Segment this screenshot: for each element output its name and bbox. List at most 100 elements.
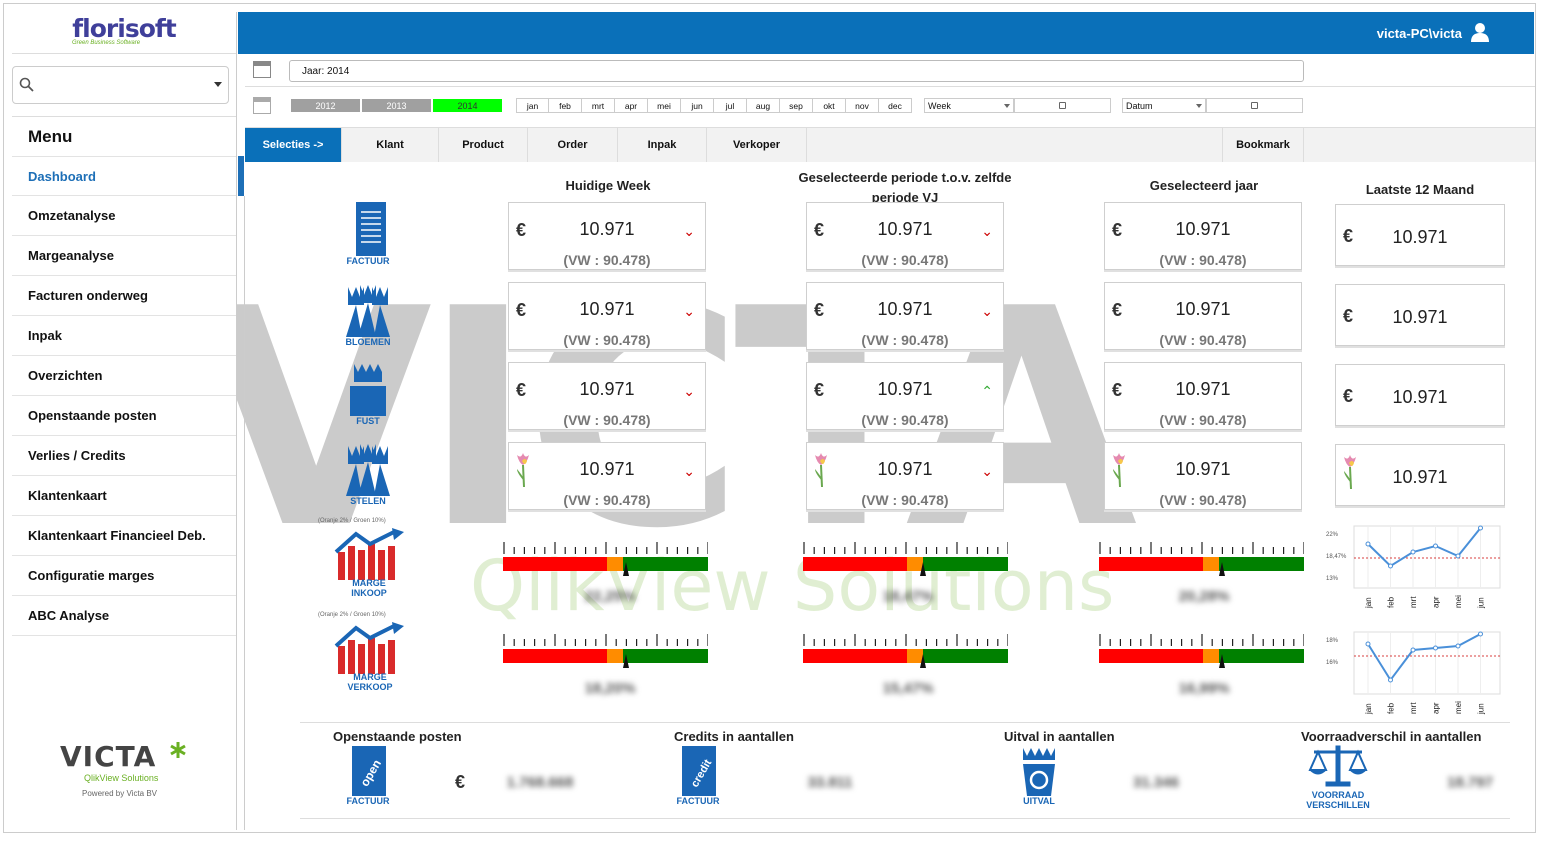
margin-inkoop-periode: 18,47% [882,588,934,605]
sidebar-item-omzetanalyse[interactable]: Omzetanalyse [12,196,237,236]
spark-point [1433,543,1438,549]
voorraad-value: 18.797 [1447,774,1493,791]
month-button-apr[interactable]: apr [615,98,648,113]
currency-symbol: € [1343,226,1354,246]
uitval-tile[interactable]: UITVAL [1008,744,1070,806]
kpi-card[interactable]: €10.971 (VW : 90.478) ⌄ [806,202,1004,270]
open-invoice-tile[interactable]: open FACTUUR [340,744,396,806]
kpi-card[interactable]: 10.971 (VW : 90.478) [1104,442,1302,510]
sidebar-border [236,12,237,830]
divider [300,818,1510,819]
kpi-card-12m[interactable]: €10.971 [1335,204,1505,266]
bloemen-label: BLOEMEN [345,337,391,347]
month-button-sep[interactable]: sep [780,98,813,113]
tab-selecties[interactable]: Selecties -> [245,128,342,162]
sidebar-item-klantenkaart[interactable]: Klantenkaart [12,476,237,516]
kpi-value: 10.971 [579,299,635,319]
kpi-card[interactable]: €10.971 (VW : 90.478) ⌄ [806,282,1004,350]
column-header-12-maand: Laatste 12 Maand [1365,182,1475,197]
datum-dropdown[interactable]: Datum [1122,98,1206,113]
tab-klant[interactable]: Klant [342,128,439,162]
calendar-icon[interactable] [253,61,271,78]
uitval-label: UITVAL [1023,796,1055,806]
tab-product[interactable]: Product [439,128,528,162]
sidebar-item-verlies-credits[interactable]: Verlies / Credits [12,436,237,476]
tab-inpak[interactable]: Inpak [618,128,707,162]
year-button-2013[interactable]: 2013 [361,98,432,113]
margin-verkoop-jaar: 16,99% [1178,680,1230,697]
chart-up-icon [334,528,404,580]
stelen-label: STELEN [350,496,386,506]
kpi-card[interactable]: €10.971 (VW : 90.478) [1104,202,1302,270]
margin-verkoop-periode: 15,47% [882,680,934,697]
active-indicator [238,156,244,196]
user-label[interactable]: victa-PC\victa [1376,26,1462,41]
month-button-nov[interactable]: nov [846,98,879,113]
month-button-feb[interactable]: feb [549,98,582,113]
tab-order[interactable]: Order [528,128,618,162]
kpi-card[interactable]: €10.971 (VW : 90.478) ⌄ [508,362,706,430]
kpi-card-12m[interactable]: €10.971 [1335,284,1505,346]
svg-text:mrt: mrt [1409,702,1418,714]
month-button-dec[interactable]: dec [879,98,912,113]
svg-text:13%: 13% [1326,576,1339,582]
datum-checkbox[interactable] [1251,102,1258,109]
chevron-down-icon [1196,104,1202,108]
bucket-icon [350,364,386,416]
month-button-okt[interactable]: okt [813,98,846,113]
sidebar-item-margeanalyse[interactable]: Margeanalyse [12,236,237,276]
spark-point [1455,643,1461,649]
month-button-jun[interactable]: jun [681,98,714,113]
kpi-card[interactable]: €10.971 (VW : 90.478) ⌄ [508,202,706,270]
svg-text:jun: jun [1477,597,1486,609]
currency-symbol: € [516,220,527,240]
month-button-mei[interactable]: mei [648,98,681,113]
kpi-card[interactable]: €10.971 (VW : 90.478) [1104,362,1302,430]
credits-value: 33.811 [807,774,853,791]
year-field[interactable]: Jaar: 2014 [289,60,1304,82]
sidebar-item-openstaande-posten[interactable]: Openstaande posten [12,396,237,436]
kpi-card-12m[interactable]: €10.971 [1335,364,1505,426]
sidebar-item-facturen-onderweg[interactable]: Facturen onderweg [12,276,237,316]
month-button-jul[interactable]: jul [714,98,747,113]
year-button-2012[interactable]: 2012 [290,98,361,113]
kpi-previous-year: (VW : 90.478) [861,492,949,508]
month-button-mrt[interactable]: mrt [582,98,615,113]
credit-invoice-label: FACTUUR [676,796,720,806]
voorraad-label: VOORRAAD VERSCHILLEN [1306,790,1370,810]
week-dropdown[interactable]: Week [924,98,1014,113]
month-button-aug[interactable]: aug [747,98,780,113]
kpi-value: 10.971 [877,459,933,479]
margin-verkoop-week: 18,20% [584,680,636,697]
week-checkbox[interactable] [1059,102,1066,109]
sidebar-item-configuratie-marges[interactable]: Configuratie marges [12,556,237,596]
kpi-previous-year: (VW : 90.478) [563,492,651,508]
sidebar-item-overzichten[interactable]: Overzichten [12,356,237,396]
logo-main-text: florisoft [72,14,176,43]
user-icon[interactable] [1470,22,1490,42]
kpi-card[interactable]: €10.971 (VW : 90.478) ⌃ [806,362,1004,430]
kpi-card[interactable]: 10.971 (VW : 90.478) ⌄ [806,442,1004,510]
sidebar-item-dashboard[interactable]: Dashboard [12,156,237,196]
calendar-grid-icon[interactable] [253,97,271,114]
marge-verkoop-label: MARGE VERKOOP [347,672,393,692]
kpi-card-12m[interactable]: 10.971 [1335,444,1505,506]
tab-verkoper[interactable]: Verkoper [707,128,807,162]
sidebar-item-klantenkaart-financieel[interactable]: Klantenkaart Financieel Deb. [12,516,237,556]
margin-gauge [503,542,708,576]
sidebar-item-abc-analyse[interactable]: ABC Analyse [12,596,237,636]
kpi-card[interactable]: €10.971 (VW : 90.478) [1104,282,1302,350]
kpi-previous-year: (VW : 90.478) [563,412,651,428]
sidebar-item-inpak[interactable]: Inpak [12,316,237,356]
credit-invoice-tile[interactable]: credit FACTUUR [670,744,726,806]
bookmark-button[interactable]: Bookmark [1222,128,1304,162]
year-button-2014[interactable]: 2014 [432,98,503,113]
voorraad-tile[interactable]: VOORRAAD VERSCHILLEN [1300,744,1376,810]
factuur-label: FACTUUR [346,256,390,266]
kpi-card[interactable]: €10.971 (VW : 90.478) ⌄ [508,282,706,350]
kpi-card[interactable]: 10.971 (VW : 90.478) ⌄ [508,442,706,510]
svg-text:feb: feb [1387,596,1396,608]
chevron-down-icon: ⌄ [981,463,993,479]
month-button-jan[interactable]: jan [516,98,549,113]
search-dropdown[interactable] [12,66,229,104]
